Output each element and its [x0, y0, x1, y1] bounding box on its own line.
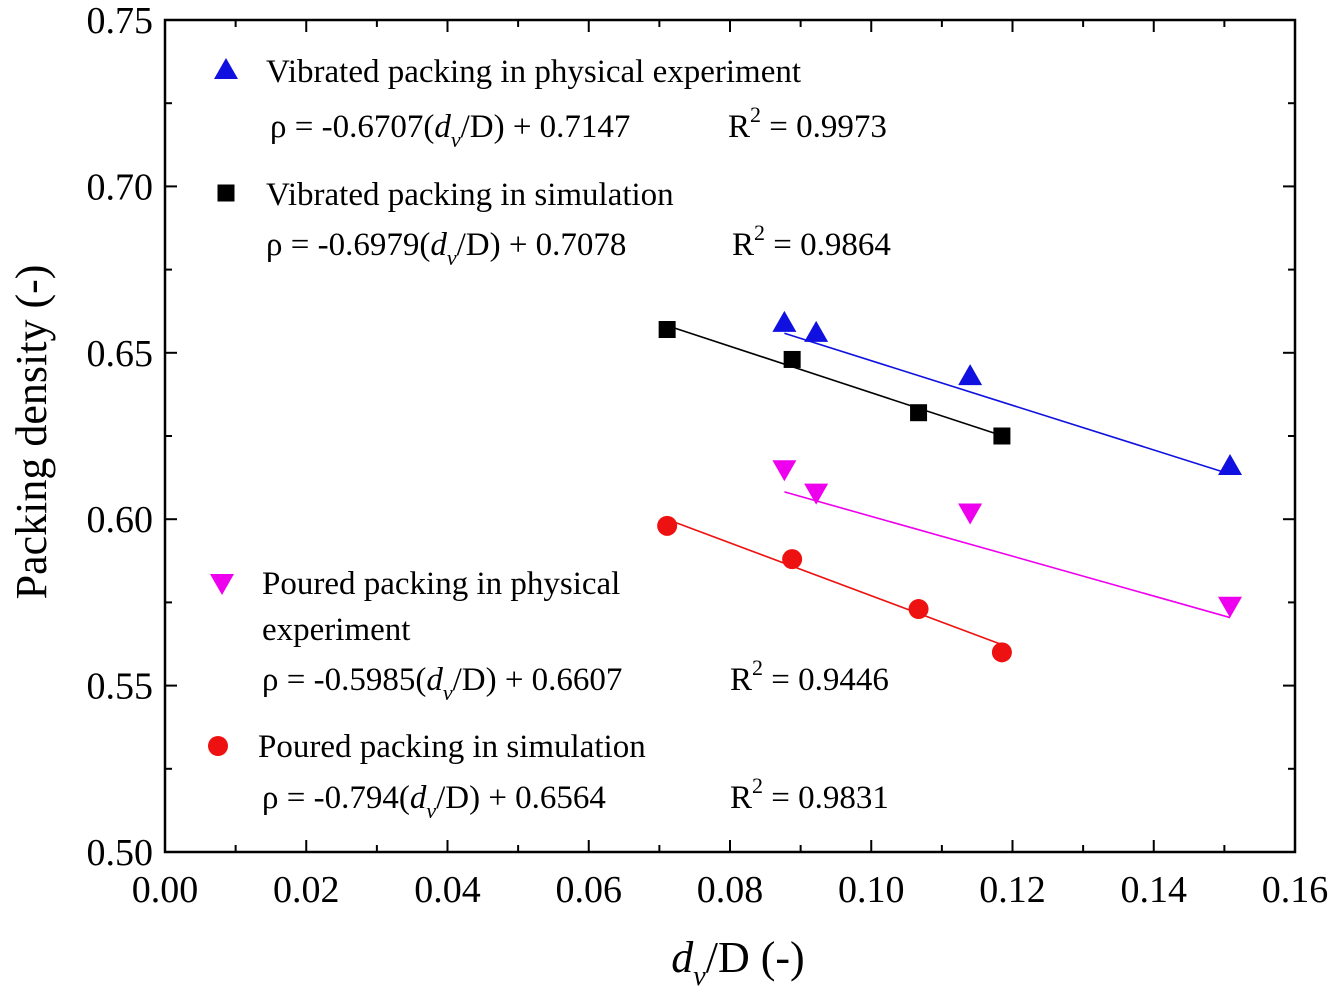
equation-suffix: /D) + 0.7078	[457, 227, 627, 263]
x-axis-title-d: d	[671, 933, 694, 982]
data-point-series-0	[772, 310, 797, 332]
r-squared: R2 = 0.9973	[728, 102, 887, 145]
regression-equation: ρ = -0.5985(dv/D) + 0.6607	[262, 662, 622, 705]
equation-d: d	[410, 780, 427, 816]
x-tick-label: 0.12	[979, 869, 1046, 911]
equation-suffix: /D) + 0.6564	[436, 780, 606, 816]
r-squared-value: = 0.9864	[765, 227, 891, 263]
r-squared-base: R	[730, 662, 752, 698]
legend-label: Poured packing in simulation	[258, 729, 646, 765]
equation-prefix: ρ = -0.6707(	[270, 109, 434, 145]
data-point-series-1	[658, 321, 676, 339]
legend-label: Poured packing in physical	[262, 566, 620, 602]
data-point-series-2	[958, 503, 983, 525]
r-squared: R2 = 0.9864	[732, 220, 891, 263]
x-tick-label: 0.08	[697, 869, 764, 911]
y-tick-label: 0.70	[87, 166, 154, 208]
equation-subscript: v	[451, 127, 461, 152]
regression-equation: ρ = -0.6707(dv/D) + 0.7147	[270, 109, 630, 152]
x-tick-label: 0.00	[132, 869, 199, 911]
fit-line-series-2	[784, 491, 1231, 619]
data-point-series-0	[958, 364, 983, 386]
axis-titles-layer: dv/D (-)Packing density (-)	[7, 265, 805, 992]
x-tick-label: 0.02	[273, 869, 340, 911]
regression-equation: ρ = -0.6979(dv/D) + 0.7078	[266, 227, 626, 270]
equation-prefix: ρ = -0.6979(	[266, 227, 430, 263]
data-point-series-2	[772, 460, 797, 482]
ticks-layer: 0.00 0.02 0.04 0.06 0.08 0.10 0.12 0.14 0.16 0.50…	[87, 0, 1329, 911]
fit-lines-layer	[666, 324, 1231, 646]
r-squared-superscript: 2	[752, 655, 763, 680]
legend-label: experiment	[262, 612, 410, 648]
y-axis-title: Packing density (-)	[7, 265, 56, 600]
data-point-series-2	[804, 483, 829, 505]
equation-d: d	[430, 227, 447, 263]
equation-prefix: ρ = -0.794(	[262, 780, 410, 816]
r-squared-superscript: 2	[752, 773, 763, 798]
r-squared-value: = 0.9831	[763, 780, 889, 816]
legend-marker	[208, 736, 228, 756]
regression-equation: ρ = -0.794(dv/D) + 0.6564	[262, 780, 606, 823]
r-squared-base: R	[728, 109, 750, 145]
y-tick-label: 0.60	[87, 499, 154, 541]
r-squared: R2 = 0.9446	[730, 655, 889, 698]
x-tick-label: 0.16	[1262, 869, 1329, 911]
legend-marker	[214, 58, 238, 79]
legend-label: Vibrated packing in simulation	[266, 177, 674, 213]
equation-subscript: v	[447, 245, 457, 270]
data-point-series-3	[908, 599, 929, 620]
x-tick-label: 0.14	[1121, 869, 1188, 911]
y-tick-label: 0.50	[87, 832, 154, 874]
legend-marker	[217, 184, 235, 202]
x-tick-label: 0.06	[556, 869, 623, 911]
data-point-series-3	[657, 515, 678, 536]
r-squared-base: R	[730, 780, 752, 816]
x-axis-title: dv/D (-)	[671, 933, 804, 992]
equation-suffix: /D) + 0.7147	[461, 109, 631, 145]
fit-line-series-0	[784, 332, 1231, 475]
r-squared: R2 = 0.9831	[730, 773, 889, 816]
x-tick-label: 0.04	[414, 869, 481, 911]
equation-d: d	[434, 109, 451, 145]
r-squared-value: = 0.9973	[761, 109, 887, 145]
legend-layer: Vibrated packing in physical experiment ρ…	[208, 54, 891, 823]
x-axis-title-rest: /D (-)	[706, 933, 805, 982]
y-tick-label: 0.75	[87, 0, 154, 42]
r-squared-superscript: 2	[754, 220, 765, 245]
legend-entry-series-3: Poured packing in simulation ρ = -0.794(d…	[208, 729, 889, 823]
legend-label: Vibrated packing in physical experiment	[266, 54, 801, 90]
legend-entry-series-0: Vibrated packing in physical experiment ρ…	[214, 54, 887, 152]
equation-d: d	[426, 662, 443, 698]
fit-line-series-1	[666, 324, 1003, 437]
y-tick-label: 0.65	[87, 333, 154, 375]
equation-suffix: /D) + 0.6607	[453, 662, 623, 698]
data-point-series-3	[782, 549, 803, 570]
legend-marker	[210, 574, 234, 595]
equation-subscript: v	[443, 680, 453, 705]
r-squared-superscript: 2	[750, 102, 761, 127]
x-axis-title-subscript: v	[693, 961, 706, 992]
legend-entry-series-1: Vibrated packing in simulation ρ = -0.697…	[217, 177, 891, 270]
data-point-series-1	[910, 404, 928, 422]
data-point-series-1	[783, 350, 801, 368]
data-point-series-0	[1218, 453, 1243, 475]
y-tick-label: 0.55	[87, 666, 154, 708]
equation-prefix: ρ = -0.5985(	[262, 662, 426, 698]
r-squared-base: R	[732, 227, 754, 263]
x-tick-label: 0.10	[838, 869, 905, 911]
data-point-series-0	[804, 320, 829, 342]
r-squared-value: = 0.9446	[763, 662, 889, 698]
data-point-series-2	[1218, 596, 1243, 618]
markers-layer	[657, 310, 1243, 663]
legend-entry-series-2: Poured packing in physical experiment ρ = …	[210, 566, 889, 705]
data-point-series-3	[991, 642, 1012, 663]
fit-line-series-3	[666, 518, 1003, 646]
data-point-series-1	[993, 427, 1011, 445]
equation-subscript: v	[426, 798, 436, 823]
